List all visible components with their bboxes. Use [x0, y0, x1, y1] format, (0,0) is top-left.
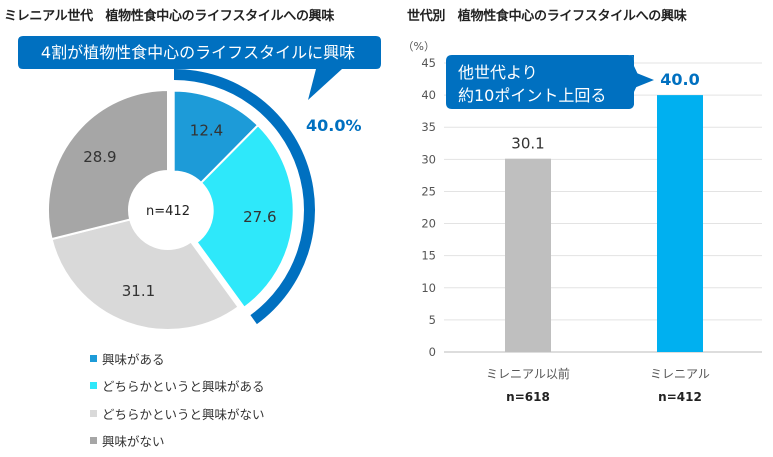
pie-center-label: n=412 [146, 204, 190, 219]
right-chart-title: 世代別 植物性食中心のライフスタイルへの興味 [407, 9, 687, 24]
right-callout-line2: 約10ポイント上回る [458, 86, 606, 105]
legend-item-interested: 興味がある [90, 347, 265, 369]
right-callout-bubble [446, 55, 654, 109]
legend-swatch [90, 354, 97, 362]
legend-item-somewhat-interested: どちらかというと興味がある [90, 375, 265, 397]
legend-item-not-interested: 興味がない [90, 430, 265, 452]
y-tick-label: 35 [421, 120, 436, 134]
left-chart-title: ミレニアル世代 植物性食中心のライフスタイルへの興味 [4, 9, 335, 24]
pie-slice-label: 28.9 [83, 148, 116, 166]
bar-n-label-millennial: n=412 [658, 390, 702, 404]
bar-n-label-prev: n=618 [506, 390, 550, 404]
bar [657, 95, 703, 352]
pie-slice [47, 88, 169, 241]
legend-label: 興味がある [102, 351, 165, 367]
legend-label: 興味がない [102, 434, 165, 449]
y-tick-label: 20 [421, 217, 436, 231]
bar-value-label: 40.0 [660, 70, 699, 89]
pie-slice [195, 123, 295, 310]
bar [505, 158, 551, 352]
legend-swatch [90, 382, 97, 389]
bar-category-label-prev: ミレニアル以前 [486, 367, 570, 381]
left-callout-bubble [18, 36, 381, 100]
bar-category-label-millennial: ミレニアル [650, 367, 710, 381]
y-tick-label: 5 [429, 313, 436, 327]
legend-label: どちらかというと興味がない [102, 406, 265, 422]
pie-legend: 興味がある どちらかというと興味がある どちらかというと興味がない 興味がない [90, 347, 265, 457]
pie-slice [50, 218, 240, 331]
y-tick-label: 45 [421, 56, 436, 70]
y-tick-label: 10 [421, 281, 436, 295]
legend-item-somewhat-not: どちらかというと興味がない [90, 402, 265, 424]
y-tick-label: 30 [421, 152, 436, 166]
pie-slice-label: 12.4 [190, 122, 223, 140]
y-tick-label: 0 [429, 345, 436, 359]
right-callout-line1: 他世代より [458, 63, 538, 82]
legend-label: どちらかというと興味がある [102, 379, 265, 394]
left-callout-text: 4割が植物性食中心のライフスタイルに興味 [41, 43, 355, 62]
pie-slice [172, 89, 260, 185]
highlight-total-label: 40.0% [306, 116, 362, 135]
y-axis-unit: （%） [403, 40, 435, 53]
y-tick-label: 15 [421, 249, 436, 263]
pie-slice-label: 31.1 [122, 282, 155, 300]
y-tick-label: 40 [421, 88, 436, 102]
legend-swatch [90, 409, 97, 417]
legend-swatch [90, 437, 97, 444]
highlight-arc [174, 69, 316, 325]
bar-value-label: 30.1 [511, 135, 544, 153]
y-tick-label: 25 [421, 184, 436, 198]
pie-slice-label: 27.6 [243, 208, 276, 226]
